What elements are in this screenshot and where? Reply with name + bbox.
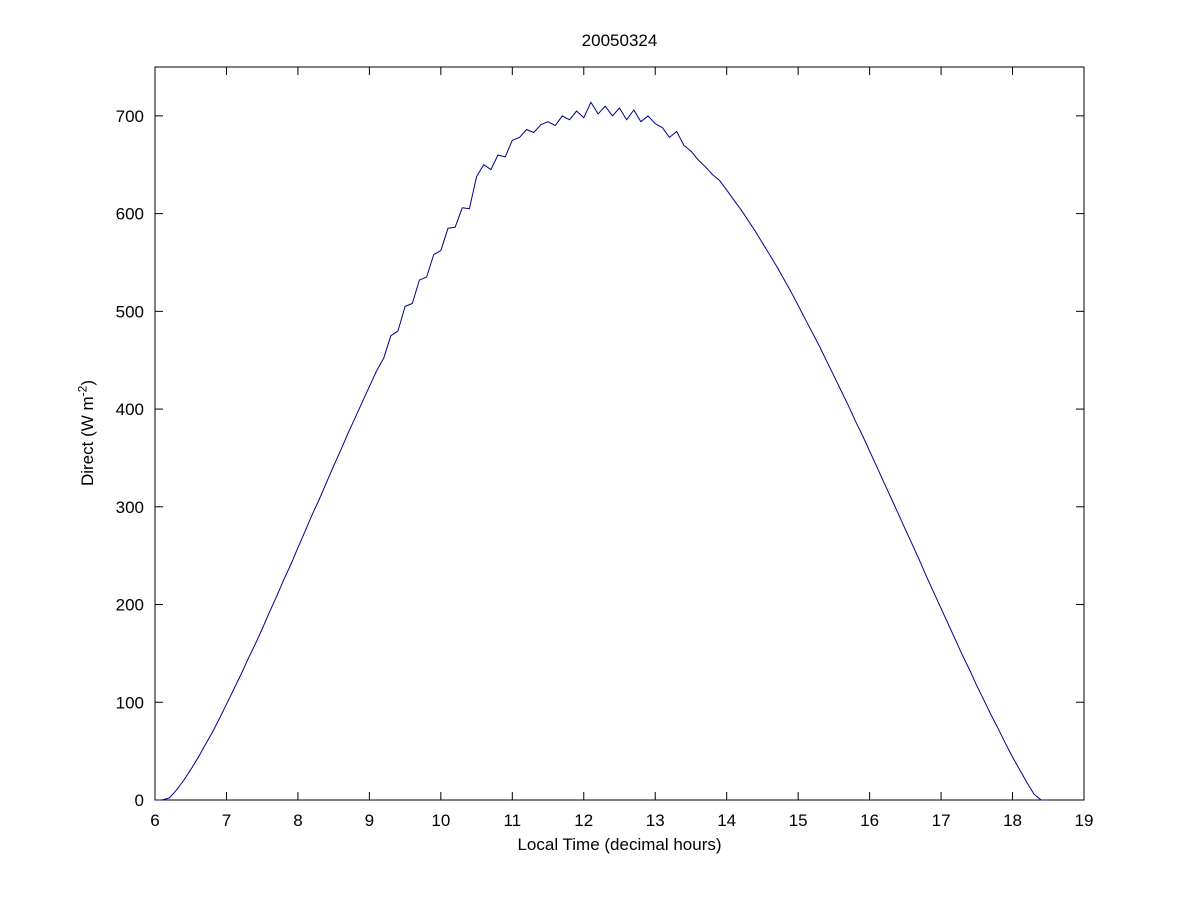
x-tick-label: 6: [150, 811, 159, 830]
y-axis-label-main: Direct (W m: [78, 396, 97, 487]
x-tick-label: 15: [789, 811, 808, 830]
y-tick-label: 100: [116, 693, 144, 712]
y-tick-label: 600: [116, 205, 144, 224]
y-axis-label-exponent: -2: [75, 385, 90, 397]
x-tick-label: 10: [431, 811, 450, 830]
axes-box: [154, 66, 1085, 801]
x-tick-label: 9: [365, 811, 374, 830]
y-axis-label-close: ): [78, 379, 97, 386]
y-tick-label: 500: [116, 302, 144, 321]
x-tick-label: 19: [1075, 811, 1094, 830]
x-tick-label: 16: [860, 811, 879, 830]
x-tick-label: 11: [503, 811, 521, 830]
y-tick-label: 0: [135, 791, 144, 810]
x-axis-label: Local Time (decimal hours): [517, 835, 722, 854]
x-tick-label: 13: [646, 811, 665, 830]
chart-title: 20050324: [581, 31, 658, 50]
x-tick-label: 7: [222, 811, 231, 830]
x-tick-label: 12: [574, 811, 593, 830]
y-tick-label: 700: [116, 107, 144, 126]
x-tick-label: 17: [932, 811, 951, 830]
y-tick-label: 200: [116, 596, 144, 615]
y-axis-label: Direct (W m-2): [75, 379, 98, 487]
data-line: [155, 101, 1049, 801]
x-tick-label: 14: [717, 811, 736, 830]
y-tick-label: 400: [116, 400, 144, 419]
x-tick-label: 8: [293, 811, 302, 830]
y-tick-label: 300: [116, 498, 144, 517]
x-tick-label: 18: [1003, 811, 1022, 830]
